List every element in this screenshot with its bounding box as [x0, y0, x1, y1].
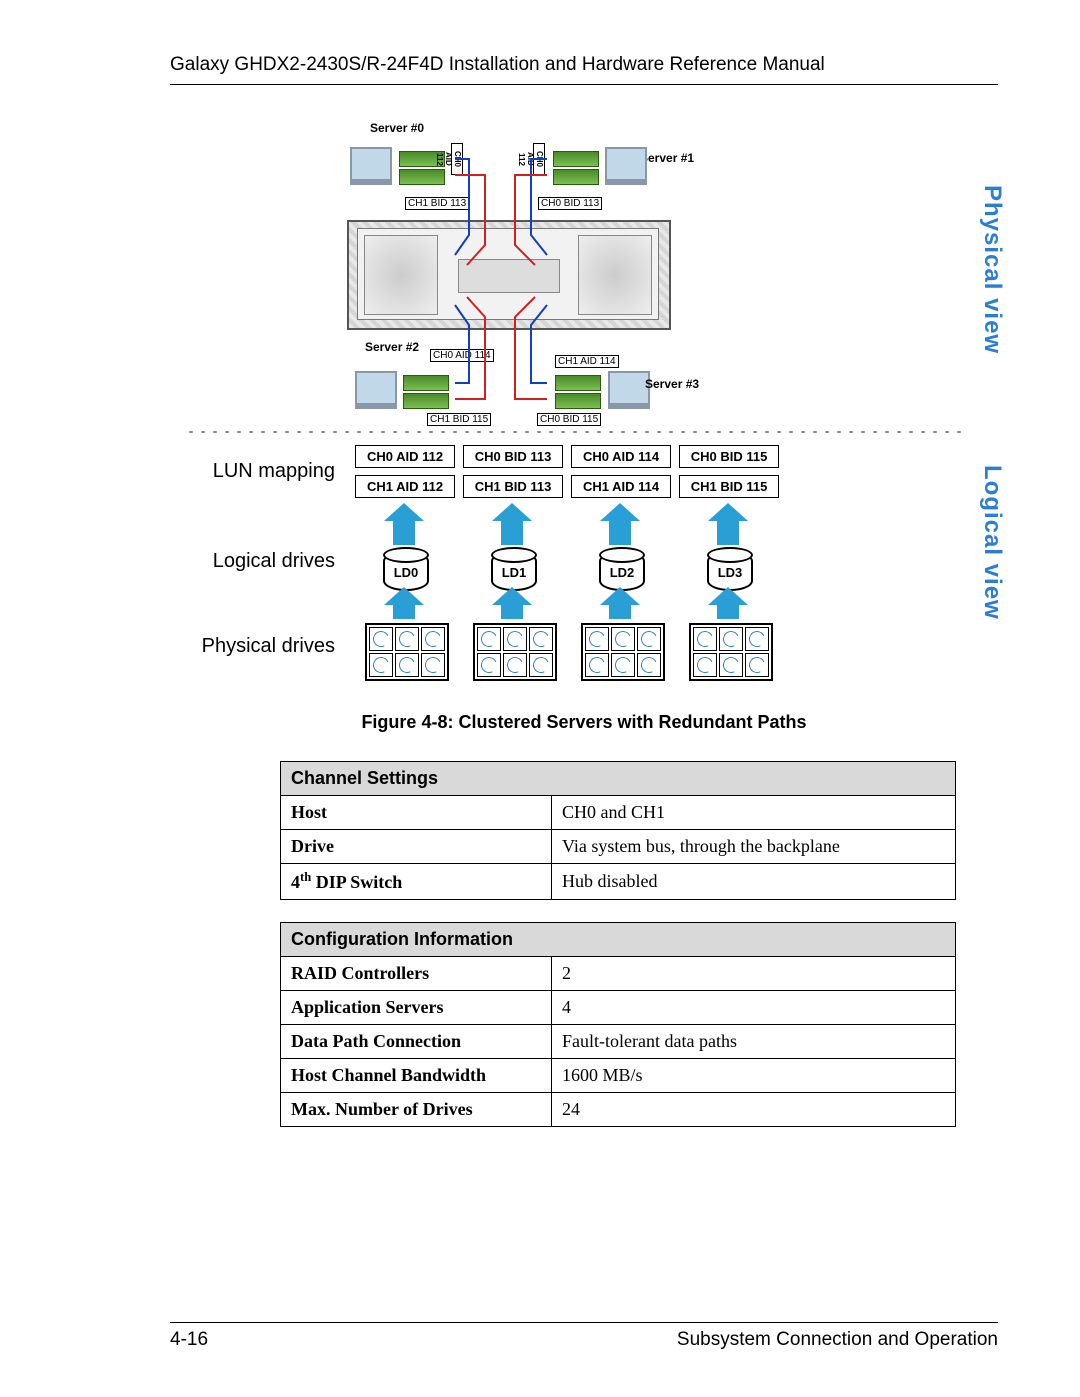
section-name: Subsystem Connection and Operation	[677, 1329, 998, 1351]
row-value: 24	[552, 1093, 956, 1127]
row-label: Data Path Connection	[281, 1025, 552, 1059]
server1-label: Server #1	[640, 151, 694, 165]
logical-drives-label: Logical drives	[175, 550, 335, 573]
col2-ida: CH0 AID 114	[571, 445, 671, 468]
col2-arr1	[609, 519, 631, 545]
row-value: Fault-tolerant data paths	[552, 1025, 956, 1059]
col1-arr1	[501, 519, 523, 545]
config-info-table: Configuration Information RAID Controlle…	[280, 922, 956, 1127]
col0-arr2	[393, 603, 415, 619]
col3-drives	[689, 623, 773, 681]
col3-arr1	[717, 519, 739, 545]
page-footer: 4-16 Subsystem Connection and Operation	[170, 1322, 998, 1351]
col1-drives	[473, 623, 557, 681]
server0-label: Server #0	[370, 121, 424, 135]
server1-card2	[553, 169, 599, 185]
col2-drives	[581, 623, 665, 681]
col1-arr2	[501, 603, 523, 619]
col0-drives	[365, 623, 449, 681]
server0-card2	[399, 169, 445, 185]
row-label: Application Servers	[281, 991, 552, 1025]
col3-ida: CH0 BID 115	[679, 445, 779, 468]
phys-bot-c: CH1 BID 115	[427, 413, 491, 426]
phys-top-b-rot: CH0 AID 112	[533, 143, 545, 175]
col2-idb: CH1 AID 114	[571, 475, 671, 498]
row-value: 1600 MB/s	[552, 1059, 956, 1093]
server1-card1	[553, 151, 599, 167]
phys-bot-b: CH1 AID 114	[555, 355, 619, 368]
col2-ld: LD2	[599, 551, 645, 591]
channel-title: Channel Settings	[281, 762, 956, 796]
server1-monitor	[605, 147, 647, 185]
phys-bot-d: CH0 BID 115	[537, 413, 601, 426]
row-label: 4th DIP Switch	[281, 864, 552, 900]
row-label: Max. Number of Drives	[281, 1093, 552, 1127]
col0-arr1	[393, 519, 415, 545]
server3-monitor	[608, 371, 650, 409]
row-value: 4	[552, 991, 956, 1025]
config-title: Configuration Information	[281, 923, 956, 957]
server0-monitor	[350, 147, 392, 185]
col3-arr2	[717, 603, 739, 619]
col1-idb: CH1 BID 113	[463, 475, 563, 498]
chassis-panel	[357, 228, 659, 320]
col1-ida: CH0 BID 113	[463, 445, 563, 468]
row-label: RAID Controllers	[281, 957, 552, 991]
figure-4-8: Physical view Logical view Server #0 CH0…	[155, 125, 998, 700]
phys-top-c: CH1 BID 113	[405, 197, 469, 210]
col0-ida: CH0 AID 112	[355, 445, 455, 468]
col0-ld: LD0	[383, 551, 429, 591]
channel-settings-table: Channel Settings HostCH0 and CH1DriveVia…	[280, 761, 956, 900]
col2-arr2	[609, 603, 631, 619]
server3-label: Server #3	[645, 377, 699, 391]
phys-bot-a: CH0 AID 114	[430, 349, 494, 362]
server3-card1	[555, 375, 601, 391]
server2-card1	[403, 375, 449, 391]
row-value: Via system bus, through the backplane	[552, 830, 956, 864]
server2-label: Server #2	[365, 340, 419, 354]
col0-idb: CH1 AID 112	[355, 475, 455, 498]
row-label: Drive	[281, 830, 552, 864]
logical-view-label: Logical view	[978, 465, 1006, 620]
row-value: Hub disabled	[552, 864, 956, 900]
page-header: Galaxy GHDX2-2430S/R-24F4D Installation …	[170, 54, 998, 85]
row-value: CH0 and CH1	[552, 796, 956, 830]
lun-mapping-label: LUN mapping	[175, 460, 335, 483]
row-value: 2	[552, 957, 956, 991]
page-number: 4-16	[170, 1329, 208, 1351]
server2-monitor	[355, 371, 397, 409]
server3-card2	[555, 393, 601, 409]
col3-idb: CH1 BID 115	[679, 475, 779, 498]
row-label: Host	[281, 796, 552, 830]
server2-card2	[403, 393, 449, 409]
view-separator	[185, 429, 968, 435]
col1-ld: LD1	[491, 551, 537, 591]
physical-drives-label: Physical drives	[175, 635, 335, 658]
row-label: Host Channel Bandwidth	[281, 1059, 552, 1093]
phys-top-d: CH0 BID 113	[538, 197, 602, 210]
phys-top-a-rot: CH0 AID 112	[451, 143, 463, 175]
physical-view-label: Physical view	[978, 185, 1006, 354]
col3-ld: LD3	[707, 551, 753, 591]
figure-caption: Figure 4-8: Clustered Servers with Redun…	[170, 712, 998, 733]
